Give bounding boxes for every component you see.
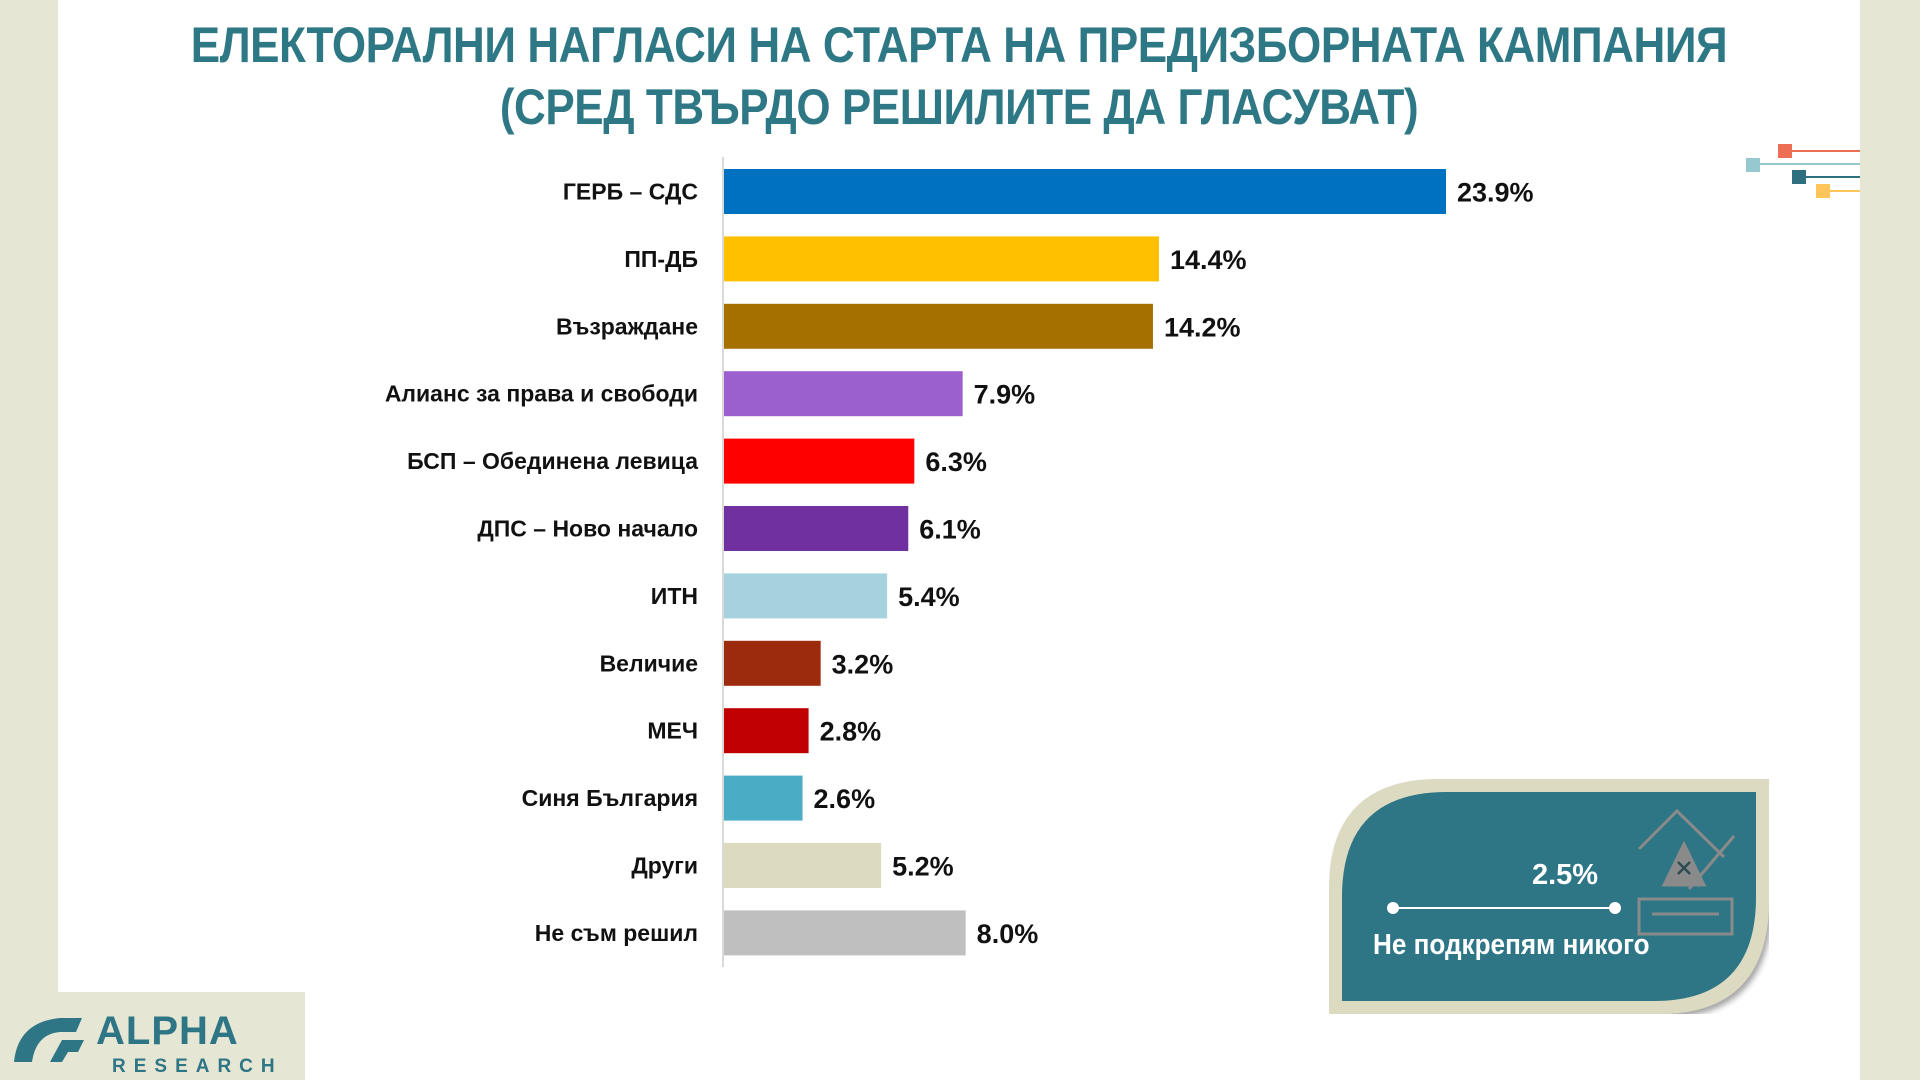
right-border-strip [1860,0,1920,1080]
chart-subtitle: (СРЕД ТВЪРДО РЕШИЛИТЕ ДА ГЛАСУВАТ) [499,79,1419,135]
bar [724,640,821,686]
value-label: 8.0% [977,919,1039,949]
bar [724,708,809,754]
bar [724,573,888,619]
category-label: ПП-ДБ [624,246,698,272]
category-label: Не съм решил [535,920,698,946]
value-label: 7.9% [974,380,1036,410]
bar [724,843,882,888]
alpha-research-logo: ALPHA RESEARCH [0,992,305,1080]
category-label: БСП – Обединена левица [407,448,698,474]
ballot-box-icon [1637,808,1736,936]
value-label: 6.3% [925,447,987,477]
category-label: ДПС – Ново начало [477,516,698,542]
category-label: МЕЧ [647,718,698,744]
decoration-lines [1746,144,1860,198]
category-label: Други [631,853,698,879]
value-label: 3.2% [832,649,894,679]
none-support-callout: 2.5% Не подкрепям никого [1329,779,1769,1014]
value-label: 14.4% [1170,245,1247,275]
chart-title: ЕЛЕКТОРАЛНИ НАГЛАСИ НА СТАРТА НА ПРЕДИЗБ… [190,17,1728,73]
bar [724,506,909,551]
left-border-strip [0,0,58,1080]
category-label: ГЕРБ – СДС [563,179,698,205]
bar [724,775,803,821]
category-label: Възраждане [556,313,698,339]
category-label: Алианс за права и свободи [385,381,698,407]
bar [724,236,1160,282]
bar [724,303,1153,349]
bar [724,371,963,417]
bar [724,438,915,484]
value-label: 14.2% [1164,312,1241,342]
chart-title-block: ЕЛЕКТОРАЛНИ НАГЛАСИ НА СТАРТА НА ПРЕДИЗБ… [166,14,1752,138]
value-label: 2.6% [814,784,876,814]
category-label: Величие [600,650,698,676]
callout-shape [1329,779,1769,1014]
svg-text:RESEARCH: RESEARCH [112,1056,283,1077]
category-label: Синя България [522,785,698,811]
value-label: 6.1% [919,515,981,545]
bar [724,910,966,956]
value-label: 2.8% [820,717,882,747]
callout-label: Не подкрепям никого [1373,929,1650,961]
callout-value: 2.5% [1531,859,1599,891]
svg-text:ALPHA: ALPHA [96,1009,239,1053]
logo-mark: ALPHA RESEARCH [14,1009,283,1077]
category-label: ИТН [651,583,698,609]
value-label: 23.9% [1457,178,1534,208]
value-label: 5.4% [898,582,960,612]
value-label: 5.2% [892,852,954,882]
bar [724,169,1446,214]
